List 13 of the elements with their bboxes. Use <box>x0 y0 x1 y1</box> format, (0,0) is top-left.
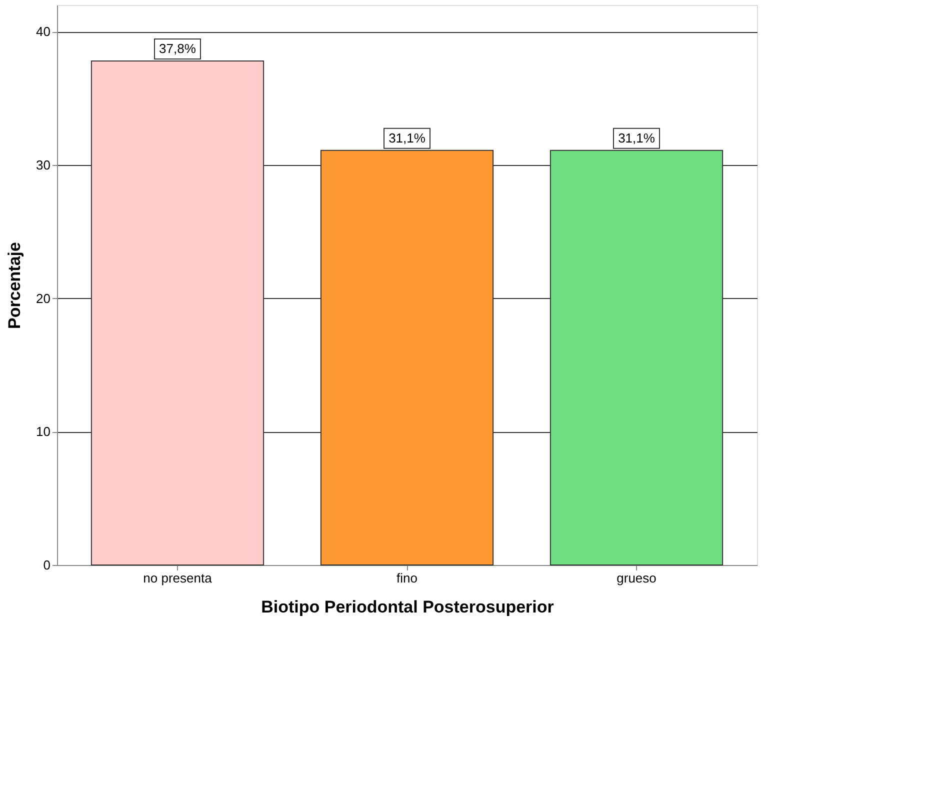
y-tick-label: 40 <box>36 24 50 40</box>
data-label: 37,8% <box>159 41 196 56</box>
x-axis-title: Biotipo Periodontal Posterosuperior <box>261 598 554 616</box>
y-tick-label: 30 <box>36 158 50 172</box>
y-tick-label: 10 <box>36 424 50 440</box>
x-tick-label: grueso <box>616 570 656 586</box>
data-label: 31,1% <box>618 130 656 146</box>
y-axis-title: Porcentaje <box>5 242 24 329</box>
y-tick-label: 0 <box>43 558 50 572</box>
x-tick-label: no presenta <box>143 570 213 586</box>
y-tick-label: 20 <box>36 290 50 306</box>
data-label: 31,1% <box>388 130 426 146</box>
x-tick-label: fino <box>396 570 418 586</box>
